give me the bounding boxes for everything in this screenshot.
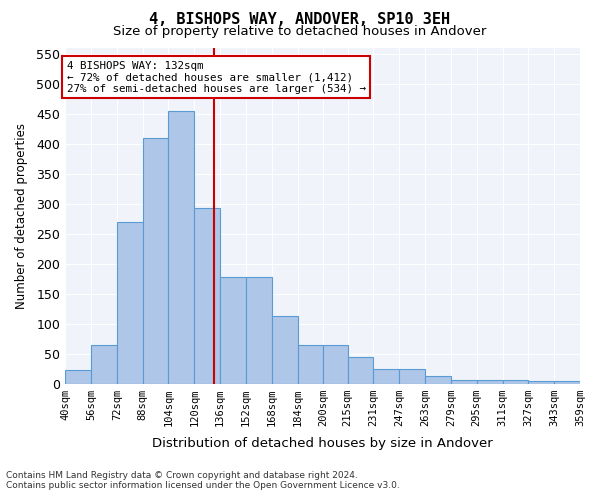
X-axis label: Distribution of detached houses by size in Andover: Distribution of detached houses by size …	[152, 437, 493, 450]
Text: Size of property relative to detached houses in Andover: Size of property relative to detached ho…	[113, 25, 487, 38]
Text: Contains HM Land Registry data © Crown copyright and database right 2024.
Contai: Contains HM Land Registry data © Crown c…	[6, 470, 400, 490]
Bar	[477, 380, 503, 384]
Bar	[220, 276, 246, 384]
Bar	[246, 276, 272, 384]
Bar	[323, 344, 347, 384]
Bar	[91, 344, 117, 384]
Bar	[194, 208, 220, 384]
Bar	[143, 138, 169, 384]
Bar	[117, 222, 143, 384]
Bar	[503, 380, 529, 384]
Bar	[451, 380, 477, 384]
Bar	[425, 376, 451, 384]
Bar	[272, 316, 298, 384]
Y-axis label: Number of detached properties: Number of detached properties	[15, 122, 28, 308]
Bar	[298, 344, 323, 384]
Bar	[65, 370, 91, 384]
Text: 4, BISHOPS WAY, ANDOVER, SP10 3EH: 4, BISHOPS WAY, ANDOVER, SP10 3EH	[149, 12, 451, 28]
Bar	[347, 357, 373, 384]
Text: 4 BISHOPS WAY: 132sqm
← 72% of detached houses are smaller (1,412)
27% of semi-d: 4 BISHOPS WAY: 132sqm ← 72% of detached …	[67, 60, 366, 94]
Bar	[554, 381, 580, 384]
Bar	[169, 110, 194, 384]
Bar	[373, 369, 399, 384]
Bar	[529, 381, 554, 384]
Bar	[399, 369, 425, 384]
